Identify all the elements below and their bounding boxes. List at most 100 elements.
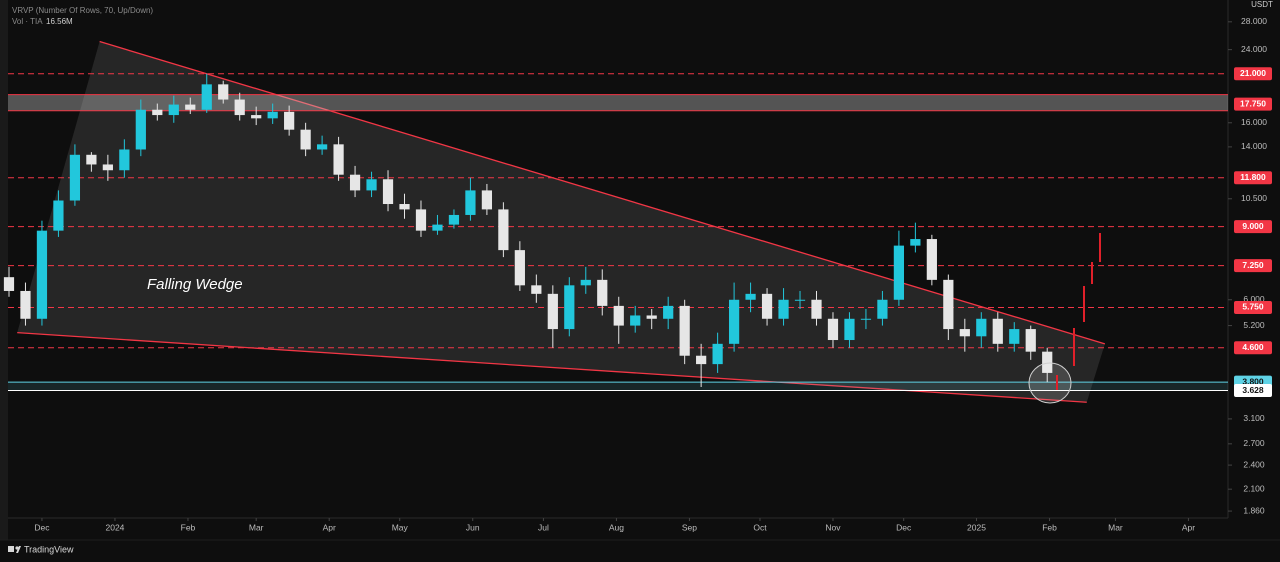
candle-body	[20, 290, 31, 319]
candle-body	[69, 154, 81, 201]
candle-body	[564, 285, 575, 330]
candle-body	[465, 190, 476, 215]
candle-body	[234, 99, 245, 116]
candle-body	[448, 214, 460, 225]
candle-body	[349, 174, 361, 191]
y-tick-label: 28.000	[1241, 16, 1267, 26]
x-tick-label: Mar	[1108, 522, 1123, 532]
volume-label: Vol · TIA	[12, 17, 43, 26]
candle-body	[646, 315, 657, 319]
x-tick-label: Dec	[34, 522, 50, 532]
wedge-line	[99, 40, 1106, 345]
y-tick-label: 1.860	[1243, 505, 1265, 515]
candle-body	[844, 318, 855, 341]
candle-body	[135, 109, 146, 150]
level-label: 7.250	[1242, 260, 1264, 270]
level-tag	[1234, 300, 1272, 314]
y-tick-label: 5.200	[1243, 320, 1265, 330]
y-tick-label: 14.000	[1241, 141, 1267, 151]
x-tick-label: Sep	[682, 522, 697, 532]
level-zone	[8, 94, 1228, 111]
logo-part	[8, 546, 14, 552]
candle-body	[333, 144, 344, 175]
candle-body	[877, 299, 888, 319]
candle-body	[580, 279, 591, 286]
y-tick-label: 3.100	[1243, 413, 1265, 423]
projection	[1056, 233, 1101, 390]
candle-body	[794, 299, 806, 301]
brand: TradingView	[24, 544, 74, 554]
candle-body	[976, 318, 987, 337]
candle-body	[860, 318, 872, 320]
candle-body	[893, 245, 905, 300]
candle-body	[959, 329, 970, 337]
candle-body	[728, 299, 740, 344]
candle-body	[201, 84, 212, 110]
candle-body	[218, 84, 229, 100]
level-label: 21.000	[1240, 68, 1266, 78]
level-tag	[1234, 220, 1272, 234]
y-tick-label: 2.400	[1243, 459, 1265, 469]
candle-body	[1025, 329, 1036, 352]
candle-body	[316, 144, 328, 150]
x-tick-label: Jun	[466, 522, 480, 532]
candle-body	[432, 224, 443, 231]
candle-body	[1009, 329, 1020, 344]
y-tick-label: 24.000	[1241, 44, 1267, 54]
highlight-circle	[1028, 362, 1072, 404]
candle-body	[284, 111, 295, 130]
x-tick-label: Feb	[181, 522, 196, 532]
candle-body	[251, 115, 262, 119]
support-label: 3.628	[1242, 385, 1264, 395]
candle-body	[663, 305, 674, 319]
plot: 28.000 24.000 16.000 14.000 10.500 6.000 5.200…	[3, 16, 1272, 532]
candle-body	[696, 355, 707, 365]
candle-body	[547, 293, 558, 330]
brand-logo	[8, 546, 21, 553]
candle-body	[712, 343, 723, 365]
candle-body	[778, 299, 789, 319]
x-tick-label: 2024	[105, 522, 124, 532]
support-label: 3.800	[1242, 376, 1264, 386]
x-tick-label: Mar	[249, 522, 264, 532]
level-label: 9.000	[1242, 221, 1264, 231]
candle-body	[53, 200, 64, 231]
support-tag	[1234, 384, 1272, 398]
candle-body	[86, 154, 97, 165]
y-tick-label: 6.000	[1243, 294, 1265, 304]
x-tick-label: Nov	[825, 522, 841, 532]
candle-body	[745, 293, 756, 300]
candle-body	[498, 209, 509, 251]
candle-body	[597, 279, 608, 306]
candle-body	[300, 129, 311, 150]
level-label: 11.800	[1240, 172, 1266, 182]
candle-body	[366, 179, 377, 191]
logo-part	[16, 546, 21, 553]
candle-body	[943, 279, 954, 330]
candle-body	[827, 318, 839, 341]
candle-body	[910, 239, 921, 246]
pattern-annotation: Falling Wedge	[147, 276, 243, 293]
candle-body	[679, 305, 690, 356]
left-edge	[0, 0, 8, 540]
support-zone	[8, 382, 1228, 391]
level-tag	[1234, 259, 1272, 273]
candle-body	[399, 204, 410, 210]
unit-label: USDT	[1251, 0, 1273, 9]
x-tick-label: Aug	[609, 522, 624, 532]
level-label: 5.750	[1242, 302, 1264, 312]
level-label: 4.600	[1242, 342, 1264, 352]
candle-body	[992, 318, 1003, 344]
candle-body	[630, 315, 641, 326]
candle-body	[926, 239, 937, 280]
y-tick-label: 16.000	[1241, 117, 1267, 127]
y-tick-label: 10.500	[1241, 193, 1267, 203]
level-tag	[1234, 341, 1272, 355]
candle-body	[415, 209, 427, 231]
x-tick-label: Apr	[1182, 522, 1195, 532]
level-tag	[1234, 67, 1272, 81]
x-tick-label: Jul	[538, 522, 549, 532]
candle-body	[185, 104, 196, 110]
